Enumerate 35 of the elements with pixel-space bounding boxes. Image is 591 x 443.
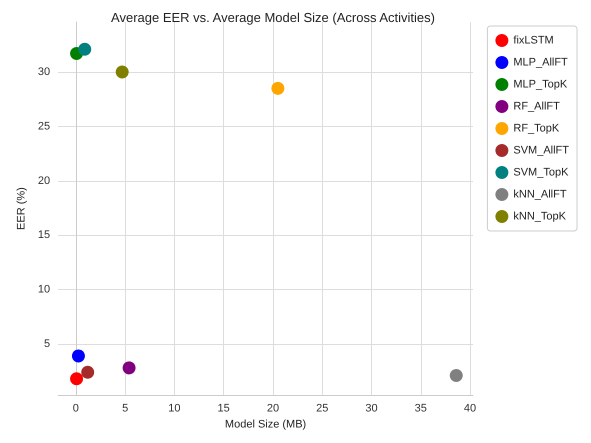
legend-label: fixLSTM (513, 34, 554, 46)
x-axis-title: Model Size (MB) (224, 418, 306, 430)
x-tick-label: 30 (365, 402, 378, 415)
x-tick-label: 10 (168, 402, 181, 415)
legend-label: MLP_TopK (513, 78, 568, 90)
legend-label: RF_AllFT (513, 100, 560, 112)
point (271, 82, 284, 95)
legend-label: kNN_TopK (513, 210, 567, 222)
point (81, 366, 94, 379)
point (122, 361, 136, 374)
legend-label: kNN_AllFT (513, 188, 567, 200)
y-tick-label: 20 (38, 174, 50, 187)
point (116, 66, 129, 79)
legend-label: RF_TopK (513, 122, 560, 134)
point (70, 372, 84, 386)
x-tick-label: 35 (414, 402, 427, 415)
x-tick-label: 20 (266, 402, 280, 415)
y-axis-title: EER (%) (16, 187, 28, 230)
point (78, 42, 92, 56)
legend-label: SVM_TopK (513, 166, 570, 178)
y-tick-label: 10 (38, 284, 50, 296)
legend-label: SVM_AllFT (513, 144, 570, 156)
point (450, 369, 463, 382)
legend-label: MLP_AllFT (513, 56, 568, 68)
y-tick-label: 5 (44, 338, 50, 350)
chart-title: Average EER vs. Average Model Size (Across Activities) (111, 10, 435, 25)
x-tick-label: 15 (218, 402, 230, 415)
y-tick-label: 15 (38, 229, 50, 242)
point (72, 349, 85, 362)
y-tick-label: 30 (38, 66, 50, 78)
x-tick-label: 40 (464, 402, 476, 415)
y-tick-label: 25 (38, 120, 50, 132)
x-tick-label: 0 (72, 402, 79, 415)
x-tick-label: 25 (316, 402, 328, 415)
x-tick-label: 5 (122, 402, 128, 415)
